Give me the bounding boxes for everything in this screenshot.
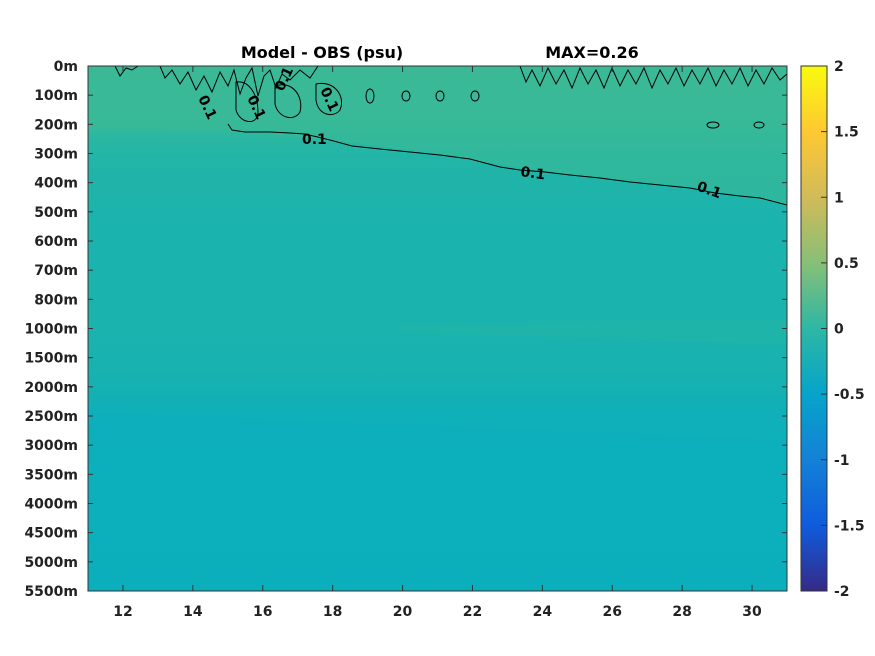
contour-loop — [365, 88, 375, 104]
x-tick-label: 28 — [672, 604, 691, 620]
contour-loop — [706, 121, 720, 129]
contour-line-surface — [114, 65, 788, 97]
colorbar-tick-label: -1 — [834, 453, 850, 469]
x-tick-label: 18 — [323, 604, 342, 620]
y-tick-label: 5000m — [24, 555, 78, 571]
contour-loop — [274, 84, 302, 119]
x-tick-label: 22 — [463, 604, 482, 620]
y-tick-label: 500m — [34, 205, 78, 221]
contour-loop — [401, 90, 411, 102]
y-tick-label: 100m — [34, 88, 78, 104]
x-tick-label: 16 — [253, 604, 272, 620]
x-tick-label: 24 — [533, 604, 553, 620]
colorbar-tick-label: 1.5 — [834, 125, 859, 141]
x-tick-label: 12 — [113, 604, 132, 620]
x-tick-label: 14 — [183, 604, 203, 620]
contour-label: 0.1 — [302, 132, 327, 148]
y-tick-label: 1500m — [24, 351, 78, 367]
heatmap-plot: 0.1 0.1 0.1 0.1 0.1 0.1 0.1 — [87, 64, 788, 592]
colorbar-tick-label: -1.5 — [834, 518, 865, 534]
x-tick-label: 26 — [603, 604, 622, 620]
contour-label: 0.1 — [519, 164, 546, 183]
colorbar-tick-label: -2 — [834, 584, 850, 600]
contour-line-0.1 — [227, 123, 788, 206]
y-tick-label: 4000m — [24, 497, 78, 513]
contour-loop — [753, 121, 765, 129]
contour-loop — [315, 82, 342, 116]
y-tick-label: 3000m — [24, 438, 78, 454]
colorbar-tick-label: 2 — [834, 59, 844, 75]
colorbar-tick-label: 0 — [834, 322, 844, 338]
y-tick-label: 4500m — [24, 526, 78, 542]
y-tick-label: 2500m — [24, 409, 78, 425]
y-tick-label: 600m — [34, 234, 78, 250]
contour-loop — [470, 90, 480, 102]
colorbar-tick-label: 0.5 — [834, 256, 859, 272]
y-tick-label: 2000m — [24, 380, 78, 396]
y-tick-label: 400m — [34, 176, 78, 192]
y-tick-label: 800m — [34, 292, 78, 308]
chart-title: Model - OBS (psu) — [241, 43, 403, 62]
mid-depth-band — [400, 318, 787, 345]
y-tick-label: 3500m — [24, 467, 78, 483]
y-tick-label: 700m — [34, 263, 78, 279]
contour-loop — [235, 81, 259, 122]
y-tick-label: 200m — [34, 117, 78, 133]
contour-label: 0.1 — [695, 179, 724, 203]
y-axis: 0m 100m 200m 300m 400m 500m 600m 700m 800m 1000m 1… — [24, 59, 787, 600]
y-tick-label: 300m — [34, 147, 78, 163]
x-tick-label: 20 — [393, 604, 413, 620]
deep-band — [88, 412, 787, 591]
max-annotation: MAX=0.26 — [545, 43, 639, 62]
colorbar-tick-label: 1 — [834, 190, 844, 206]
y-tick-label: 1000m — [24, 322, 78, 338]
x-axis: 12 14 16 18 20 22 24 26 28 30 — [113, 66, 762, 620]
colorbar: 2 1.5 1 0.5 0 -0.5 -1 -1.5 -2 — [800, 59, 865, 600]
y-tick-label: 0m — [54, 59, 78, 75]
contour-loop — [435, 90, 445, 102]
x-tick-label: 30 — [742, 604, 762, 620]
upper-layer-shade — [88, 66, 787, 205]
y-tick-label: 5500m — [24, 584, 78, 600]
colorbar-tick-label: -0.5 — [834, 387, 865, 403]
